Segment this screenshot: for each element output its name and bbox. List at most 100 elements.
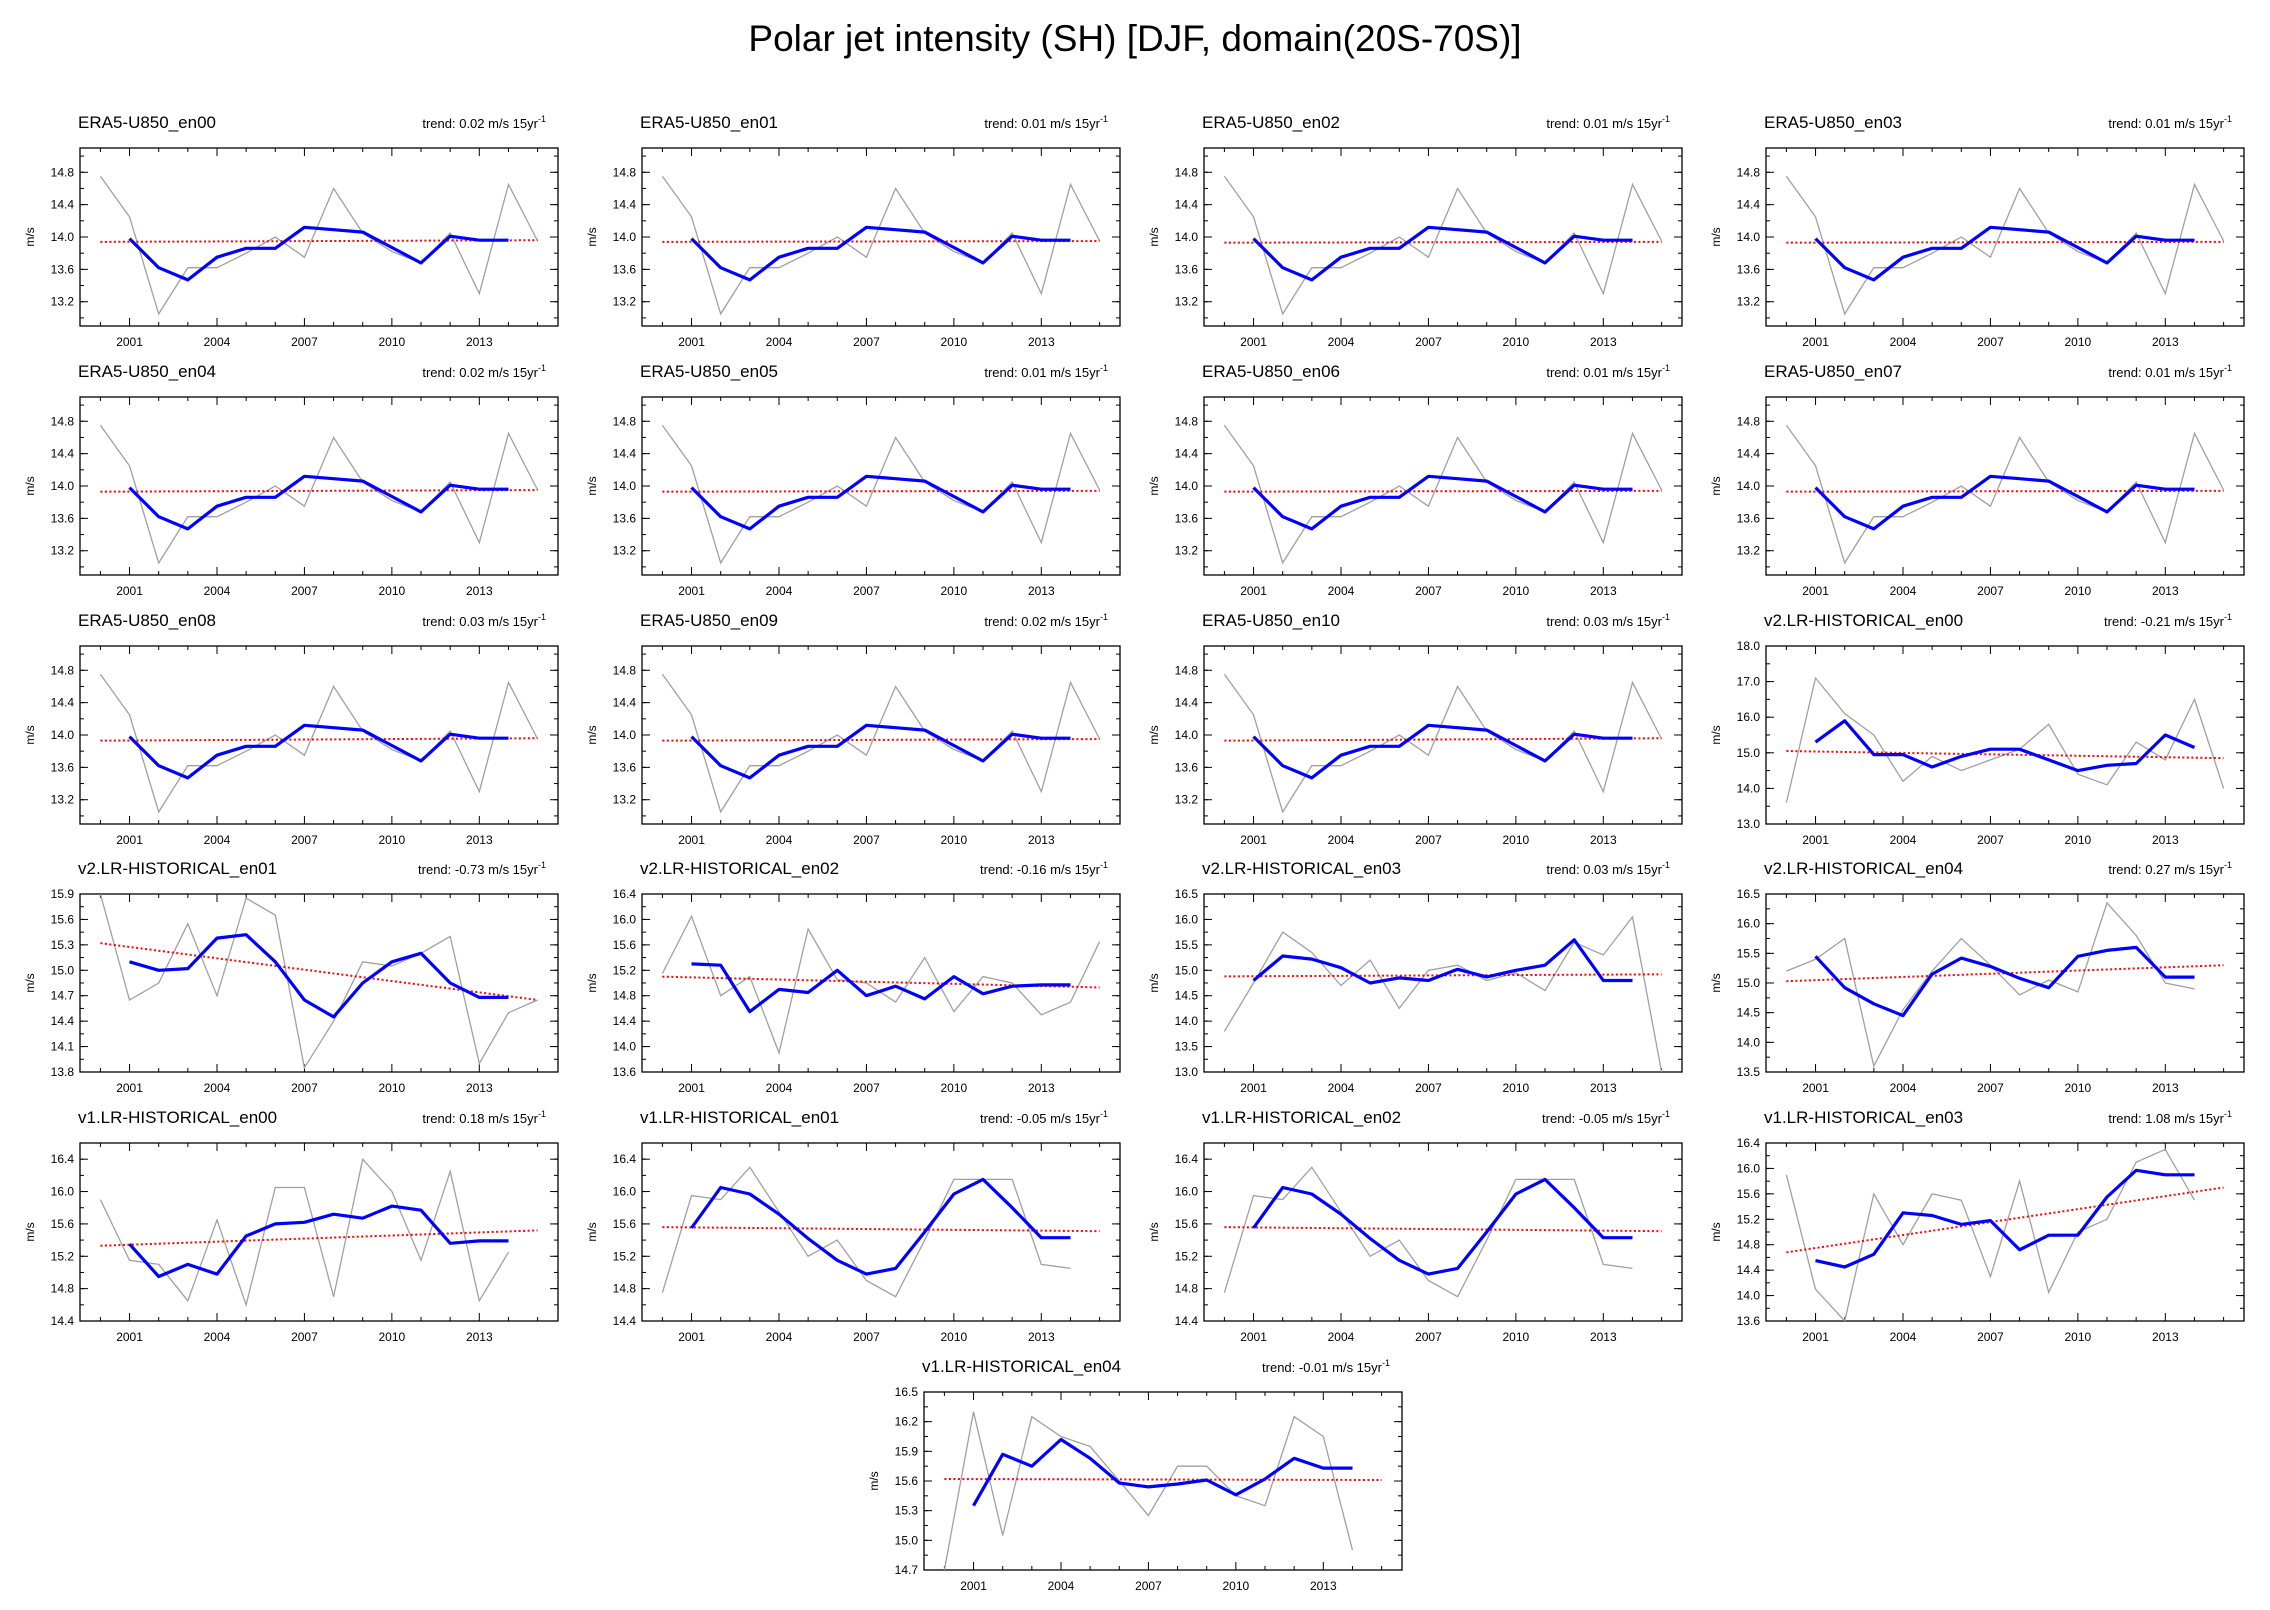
y-tick-label: 14.7 — [895, 1563, 919, 1577]
y-tick-label: 17.0 — [1737, 675, 1761, 689]
smoothed-series-line — [128, 1204, 509, 1279]
y-tick-label: 13.6 — [613, 262, 637, 276]
y-tick-label: 16.5 — [1737, 887, 1761, 901]
y-axis-label: m/s — [1147, 1222, 1161, 1241]
trend-unit-exponent: -1 — [2224, 363, 2232, 373]
trend-label: trend: 0.03 m/s 15yr-1 — [422, 612, 546, 629]
trend-unit-exponent: -1 — [2224, 860, 2232, 870]
trend-line — [100, 489, 538, 493]
trend-label: trend: 0.03 m/s 15yr-1 — [1546, 612, 1670, 629]
y-tick-label: 15.6 — [51, 1217, 75, 1231]
y-axis-label: m/s — [23, 725, 37, 744]
trend-label: trend: 1.08 m/s 15yr-1 — [2108, 1109, 2232, 1126]
plot-frame — [1765, 147, 2245, 327]
x-tick-label: 2001 — [960, 1579, 987, 1593]
trend-label: trend: 0.01 m/s 15yr-1 — [2108, 363, 2232, 380]
smoothed-series-line — [1815, 1168, 2195, 1269]
trend-label: trend: -0.21 m/s 15yr-1 — [2104, 612, 2232, 629]
trend-unit-exponent: -1 — [1662, 860, 1670, 870]
y-tick-label: 14.8 — [613, 414, 637, 428]
panel-5: ERA5-U850_en05 trend: 0.01 m/s 15yr-1 2001… — [585, 362, 1121, 598]
panel-title: ERA5-U850_en01 — [640, 113, 778, 132]
plot-area — [99, 1157, 538, 1308]
x-tick-label: 2007 — [853, 1330, 880, 1344]
trend-unit-exponent: -1 — [1662, 1109, 1670, 1119]
y-tick-label: 14.0 — [1175, 728, 1199, 742]
x-tick-label: 2013 — [1028, 1081, 1055, 1095]
y-tick-label: 14.4 — [613, 1014, 637, 1028]
y-tick-label: 13.2 — [613, 544, 637, 558]
y-tick-label: 16.4 — [613, 1152, 637, 1166]
y-tick-label: 15.6 — [1737, 1187, 1761, 1201]
x-tick-label: 2013 — [1028, 833, 1055, 847]
y-tick-label: 16.5 — [895, 1385, 919, 1399]
x-tick-label: 2007 — [1977, 1081, 2004, 1095]
y-tick-label: 13.6 — [51, 760, 75, 774]
x-tick-label: 2004 — [766, 833, 793, 847]
trend-label: trend: 0.01 m/s 15yr-1 — [1546, 363, 1670, 380]
x-tick-label: 2013 — [466, 1081, 493, 1095]
trend-line — [1786, 1186, 2224, 1254]
y-tick-label: 14.0 — [1737, 230, 1761, 244]
x-tick-label: 2001 — [678, 335, 705, 349]
x-tick-label: 2010 — [1503, 833, 1530, 847]
raw-series-line — [99, 1157, 510, 1308]
y-tick-label: 16.0 — [613, 1185, 637, 1199]
x-tick-label: 2004 — [1328, 1330, 1355, 1344]
x-tick-label: 2007 — [1415, 1081, 1442, 1095]
y-tick-label: 13.6 — [613, 1065, 637, 1079]
x-tick-label: 2004 — [1890, 335, 1917, 349]
x-tick-label: 2007 — [1415, 1330, 1442, 1344]
trend-line — [1224, 973, 1662, 978]
panel-title: ERA5-U850_en02 — [1202, 113, 1340, 132]
y-tick-label: 14.8 — [51, 1282, 75, 1296]
x-tick-label: 2007 — [1977, 1330, 2004, 1344]
y-tick-label: 13.6 — [1175, 511, 1199, 525]
x-tick-label: 2013 — [1028, 335, 1055, 349]
y-tick-label: 15.0 — [1175, 963, 1199, 977]
raw-series-line — [1786, 901, 2195, 1068]
y-tick-label: 14.4 — [1175, 447, 1199, 461]
x-tick-label: 2004 — [1048, 1579, 1075, 1593]
y-tick-label: 14.4 — [613, 447, 637, 461]
y-tick-label: 15.6 — [613, 1217, 637, 1231]
x-tick-label: 2010 — [1503, 1330, 1530, 1344]
y-tick-label: 14.0 — [1175, 479, 1199, 493]
trend-line — [100, 942, 538, 1001]
y-tick-label: 13.6 — [51, 511, 75, 525]
x-tick-label: 2004 — [1890, 584, 1917, 598]
trend-unit-exponent: -1 — [538, 114, 546, 124]
panel-11: v2.LR-HISTORICAL_en00 trend: -0.21 m/s 15… — [1709, 611, 2245, 847]
plot-frame — [1765, 396, 2245, 576]
x-tick-label: 2004 — [1328, 335, 1355, 349]
raw-series-line — [1785, 424, 2225, 565]
raw-series-line — [1785, 175, 2225, 316]
x-tick-label: 2001 — [678, 833, 705, 847]
plot-area — [1223, 1166, 1662, 1298]
panel-18: v1.LR-HISTORICAL_en02 trend: -0.05 m/s 15… — [1147, 1108, 1683, 1344]
trend-label: trend: 0.27 m/s 15yr-1 — [2108, 860, 2232, 877]
trend-line — [662, 975, 1100, 989]
x-tick-label: 2007 — [853, 335, 880, 349]
plot-frame — [641, 147, 1121, 327]
smoothed-series-line — [1814, 474, 2195, 531]
smoothed-series-line — [690, 1177, 1071, 1276]
plot-area — [1785, 175, 2225, 316]
y-tick-label: 16.4 — [1175, 1152, 1199, 1166]
x-tick-label: 2013 — [1590, 335, 1617, 349]
y-tick-label: 14.4 — [1737, 447, 1761, 461]
x-tick-label: 2001 — [1802, 1081, 1829, 1095]
plot-area — [943, 1411, 1382, 1570]
plot-frame — [1203, 147, 1683, 327]
x-tick-label: 2010 — [2065, 1330, 2092, 1344]
plot-area — [99, 175, 539, 316]
plot-frame — [79, 396, 559, 576]
smoothed-series-line — [972, 1437, 1353, 1507]
panel-title: ERA5-U850_en07 — [1764, 362, 1902, 381]
y-tick-label: 15.5 — [1175, 938, 1199, 952]
x-tick-label: 2010 — [1223, 1579, 1250, 1593]
smoothed-series-line — [128, 474, 509, 531]
raw-series-line — [1223, 424, 1663, 565]
y-tick-label: 15.0 — [1737, 746, 1761, 760]
x-tick-label: 2001 — [1802, 335, 1829, 349]
